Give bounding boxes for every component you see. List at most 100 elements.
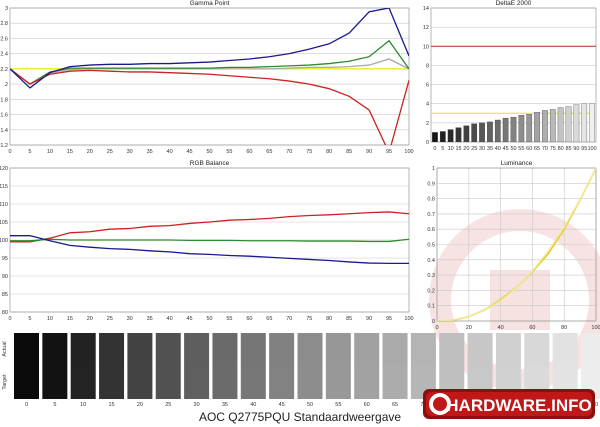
actual-swatch	[42, 333, 68, 366]
deltae-bar	[487, 121, 493, 142]
target-swatch	[14, 366, 39, 399]
actual-swatch	[14, 333, 39, 366]
series-red	[10, 211, 409, 243]
deltae-bar	[463, 125, 470, 142]
x-tick-label: 50	[206, 316, 212, 322]
x-tick-label: 55	[518, 146, 524, 152]
y-tick-label: 120	[0, 166, 8, 172]
actual-swatch	[212, 333, 238, 366]
deltae-bar	[589, 103, 595, 142]
x-tick-label: 35	[487, 146, 493, 152]
target-swatch	[127, 366, 153, 399]
y-tick-label: 105	[0, 220, 8, 226]
y-tick-label: 0.8	[427, 197, 435, 203]
x-tick-label: 20	[463, 146, 469, 152]
gamma-title: Gamma Point	[190, 0, 230, 7]
y-tick-label: 2.4	[0, 52, 8, 58]
grayscale-step-label: 55	[335, 402, 341, 408]
series-blue	[10, 235, 409, 265]
x-tick-label: 85	[565, 146, 571, 152]
x-tick-label: 35	[147, 316, 153, 322]
grayscale-step-label: 0	[25, 402, 28, 408]
x-tick-label: 85	[346, 149, 352, 155]
x-tick-label: 25	[107, 316, 113, 322]
grayscale-step-label: 15	[108, 402, 114, 408]
luminance-title: Luminance	[501, 160, 533, 167]
x-tick-label: 40	[167, 316, 173, 322]
deltae-bar	[447, 129, 454, 142]
x-tick-label: 100	[404, 316, 413, 322]
x-tick-label: 80	[326, 316, 332, 322]
y-tick-label: 0.7	[427, 212, 435, 218]
y-tick-label: 0.5	[427, 243, 435, 249]
actual-swatch	[240, 333, 266, 366]
deltae-bar	[502, 117, 509, 142]
x-tick-label: 20	[87, 149, 93, 155]
x-tick-label: 70	[542, 146, 548, 152]
y-tick-label: 0.1	[427, 304, 435, 310]
x-tick-label: 80	[326, 149, 332, 155]
y-tick-label: 0.6	[427, 227, 435, 233]
x-tick-label: 50	[206, 149, 212, 155]
target-swatch	[99, 366, 125, 399]
x-tick-label: 55	[226, 149, 232, 155]
grayscale-step-label: 10	[80, 402, 86, 408]
actual-swatch	[467, 333, 493, 366]
target-swatch	[325, 366, 351, 399]
x-tick-label: 95	[581, 146, 587, 152]
x-tick-label: 75	[306, 316, 312, 322]
y-tick-label: 6	[426, 83, 429, 89]
deltae-bar	[518, 115, 525, 142]
y-tick-label: 1.8	[0, 97, 8, 103]
y-tick-label: 8	[426, 63, 429, 69]
y-tick-label: 80	[2, 310, 8, 316]
deltae-bar	[542, 110, 548, 142]
x-tick-label: 10	[47, 316, 53, 322]
luminance-panel: Luminance 0 0.1 0.2 0.3 0.4 0.5 0.6 0.7 0.8 0.9 1 0 2…	[427, 160, 600, 331]
y-tick-label: 1.2	[0, 143, 8, 149]
x-tick-label: 10	[47, 149, 53, 155]
series-blue	[10, 8, 409, 89]
x-tick-label: 90	[573, 146, 579, 152]
x-tick-label: 65	[534, 146, 540, 152]
actual-swatch	[127, 333, 153, 366]
actual-swatch	[439, 333, 465, 366]
grayscale-step-label: 20	[137, 402, 143, 408]
deltae-bar	[557, 107, 564, 142]
grayscale-step-label: 35	[222, 402, 228, 408]
actual-swatch	[552, 333, 578, 366]
x-tick-label: 100	[404, 149, 413, 155]
y-tick-label: 0.9	[427, 181, 435, 187]
deltae-bar	[581, 103, 588, 142]
row-label-target: Target	[2, 374, 8, 390]
grayscale-step-label: 65	[392, 402, 398, 408]
target-swatch	[155, 366, 181, 399]
target-swatch	[269, 366, 295, 399]
x-tick-label: 90	[366, 149, 372, 155]
deltae-bar	[573, 104, 580, 142]
x-tick-label: 30	[127, 316, 133, 322]
deltae-bar	[494, 119, 501, 142]
x-tick-label: 60	[529, 325, 535, 331]
x-tick-label: 90	[366, 316, 372, 322]
x-tick-label: 25	[471, 146, 477, 152]
y-tick-label: 4	[426, 102, 429, 108]
grayscale-strip: ActualTarget0510152025303540455055606570…	[2, 333, 600, 408]
series-target	[437, 168, 596, 321]
target-swatch	[184, 366, 210, 399]
x-tick-label: 45	[503, 146, 509, 152]
x-tick-label: 40	[167, 149, 173, 155]
x-tick-label: 35	[147, 149, 153, 155]
x-tick-label: 5	[28, 149, 31, 155]
target-swatch	[297, 366, 323, 399]
deltae-bar	[534, 112, 540, 142]
x-tick-label: 20	[87, 316, 93, 322]
x-tick-label: 55	[226, 316, 232, 322]
actual-swatch	[410, 333, 436, 366]
deltae-bar	[526, 114, 533, 142]
report-caption: AOC Q2775PQU Standaardweergave	[198, 410, 402, 424]
x-tick-label: 45	[186, 149, 192, 155]
grayscale-step-label: 25	[165, 402, 171, 408]
deltae-title: DeltaE 2000	[496, 0, 532, 7]
